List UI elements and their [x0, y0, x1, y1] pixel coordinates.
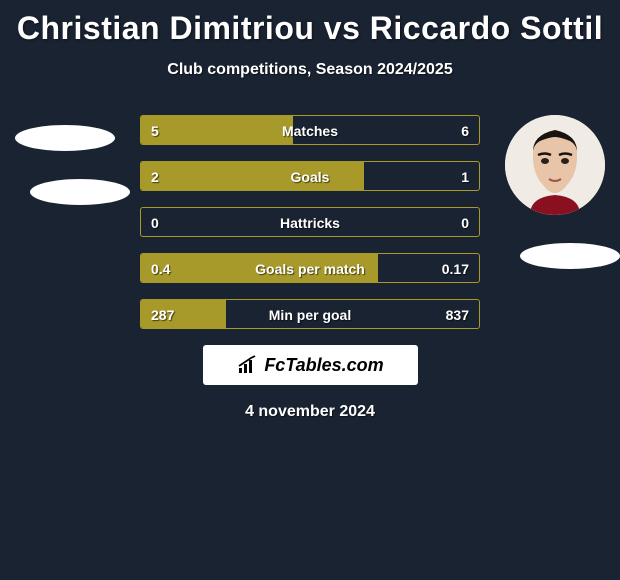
subtitle: Club competitions, Season 2024/2025: [0, 61, 620, 79]
left-player-column: [0, 115, 130, 205]
stat-label: Goals: [291, 162, 330, 191]
stat-bar: 0 Hattricks 0: [140, 207, 480, 237]
stat-label: Hattricks: [280, 208, 340, 237]
vs-label: vs: [324, 10, 361, 46]
stat-label: Goals per match: [255, 254, 365, 283]
left-ellipse-2: [30, 179, 130, 205]
stat-bar: 2 Goals 1: [140, 161, 480, 191]
bar-fill-left: [141, 162, 364, 190]
stat-value-right: 6: [461, 116, 469, 145]
stat-value-right: 1: [461, 162, 469, 191]
stat-bar: 287 Min per goal 837: [140, 299, 480, 329]
stat-value-right: 837: [446, 300, 469, 329]
branding-badge[interactable]: FcTables.com: [203, 345, 418, 385]
stat-value-left: 287: [151, 300, 174, 329]
player2-avatar: [505, 115, 605, 215]
stats-area: 5 Matches 6 2 Goals 1 0 Hattricks 0 0.4 Goals per …: [0, 115, 620, 329]
stat-bar: 0.4 Goals per match 0.17: [140, 253, 480, 283]
stat-bars: 5 Matches 6 2 Goals 1 0 Hattricks 0 0.4 Goals per …: [140, 115, 480, 329]
chart-icon: [236, 354, 258, 376]
right-player-column: [490, 115, 620, 269]
stat-value-left: 0.4: [151, 254, 170, 283]
avatar-placeholder-icon: [505, 115, 605, 215]
stat-label: Matches: [282, 116, 338, 145]
stat-value-right: 0.17: [442, 254, 469, 283]
player2-name: Riccardo Sottil: [370, 10, 603, 46]
stat-value-left: 2: [151, 162, 159, 191]
date-label: 4 november 2024: [0, 403, 620, 421]
stat-label: Min per goal: [269, 300, 351, 329]
stat-value-left: 5: [151, 116, 159, 145]
right-ellipse: [520, 243, 620, 269]
page-title: Christian Dimitriou vs Riccardo Sottil: [0, 0, 620, 47]
stat-bar: 5 Matches 6: [140, 115, 480, 145]
branding-text: FcTables.com: [264, 355, 383, 376]
stat-value-left: 0: [151, 208, 159, 237]
stat-value-right: 0: [461, 208, 469, 237]
player1-name: Christian Dimitriou: [17, 10, 315, 46]
left-ellipse-1: [15, 125, 115, 151]
bar-fill-left: [141, 116, 293, 144]
